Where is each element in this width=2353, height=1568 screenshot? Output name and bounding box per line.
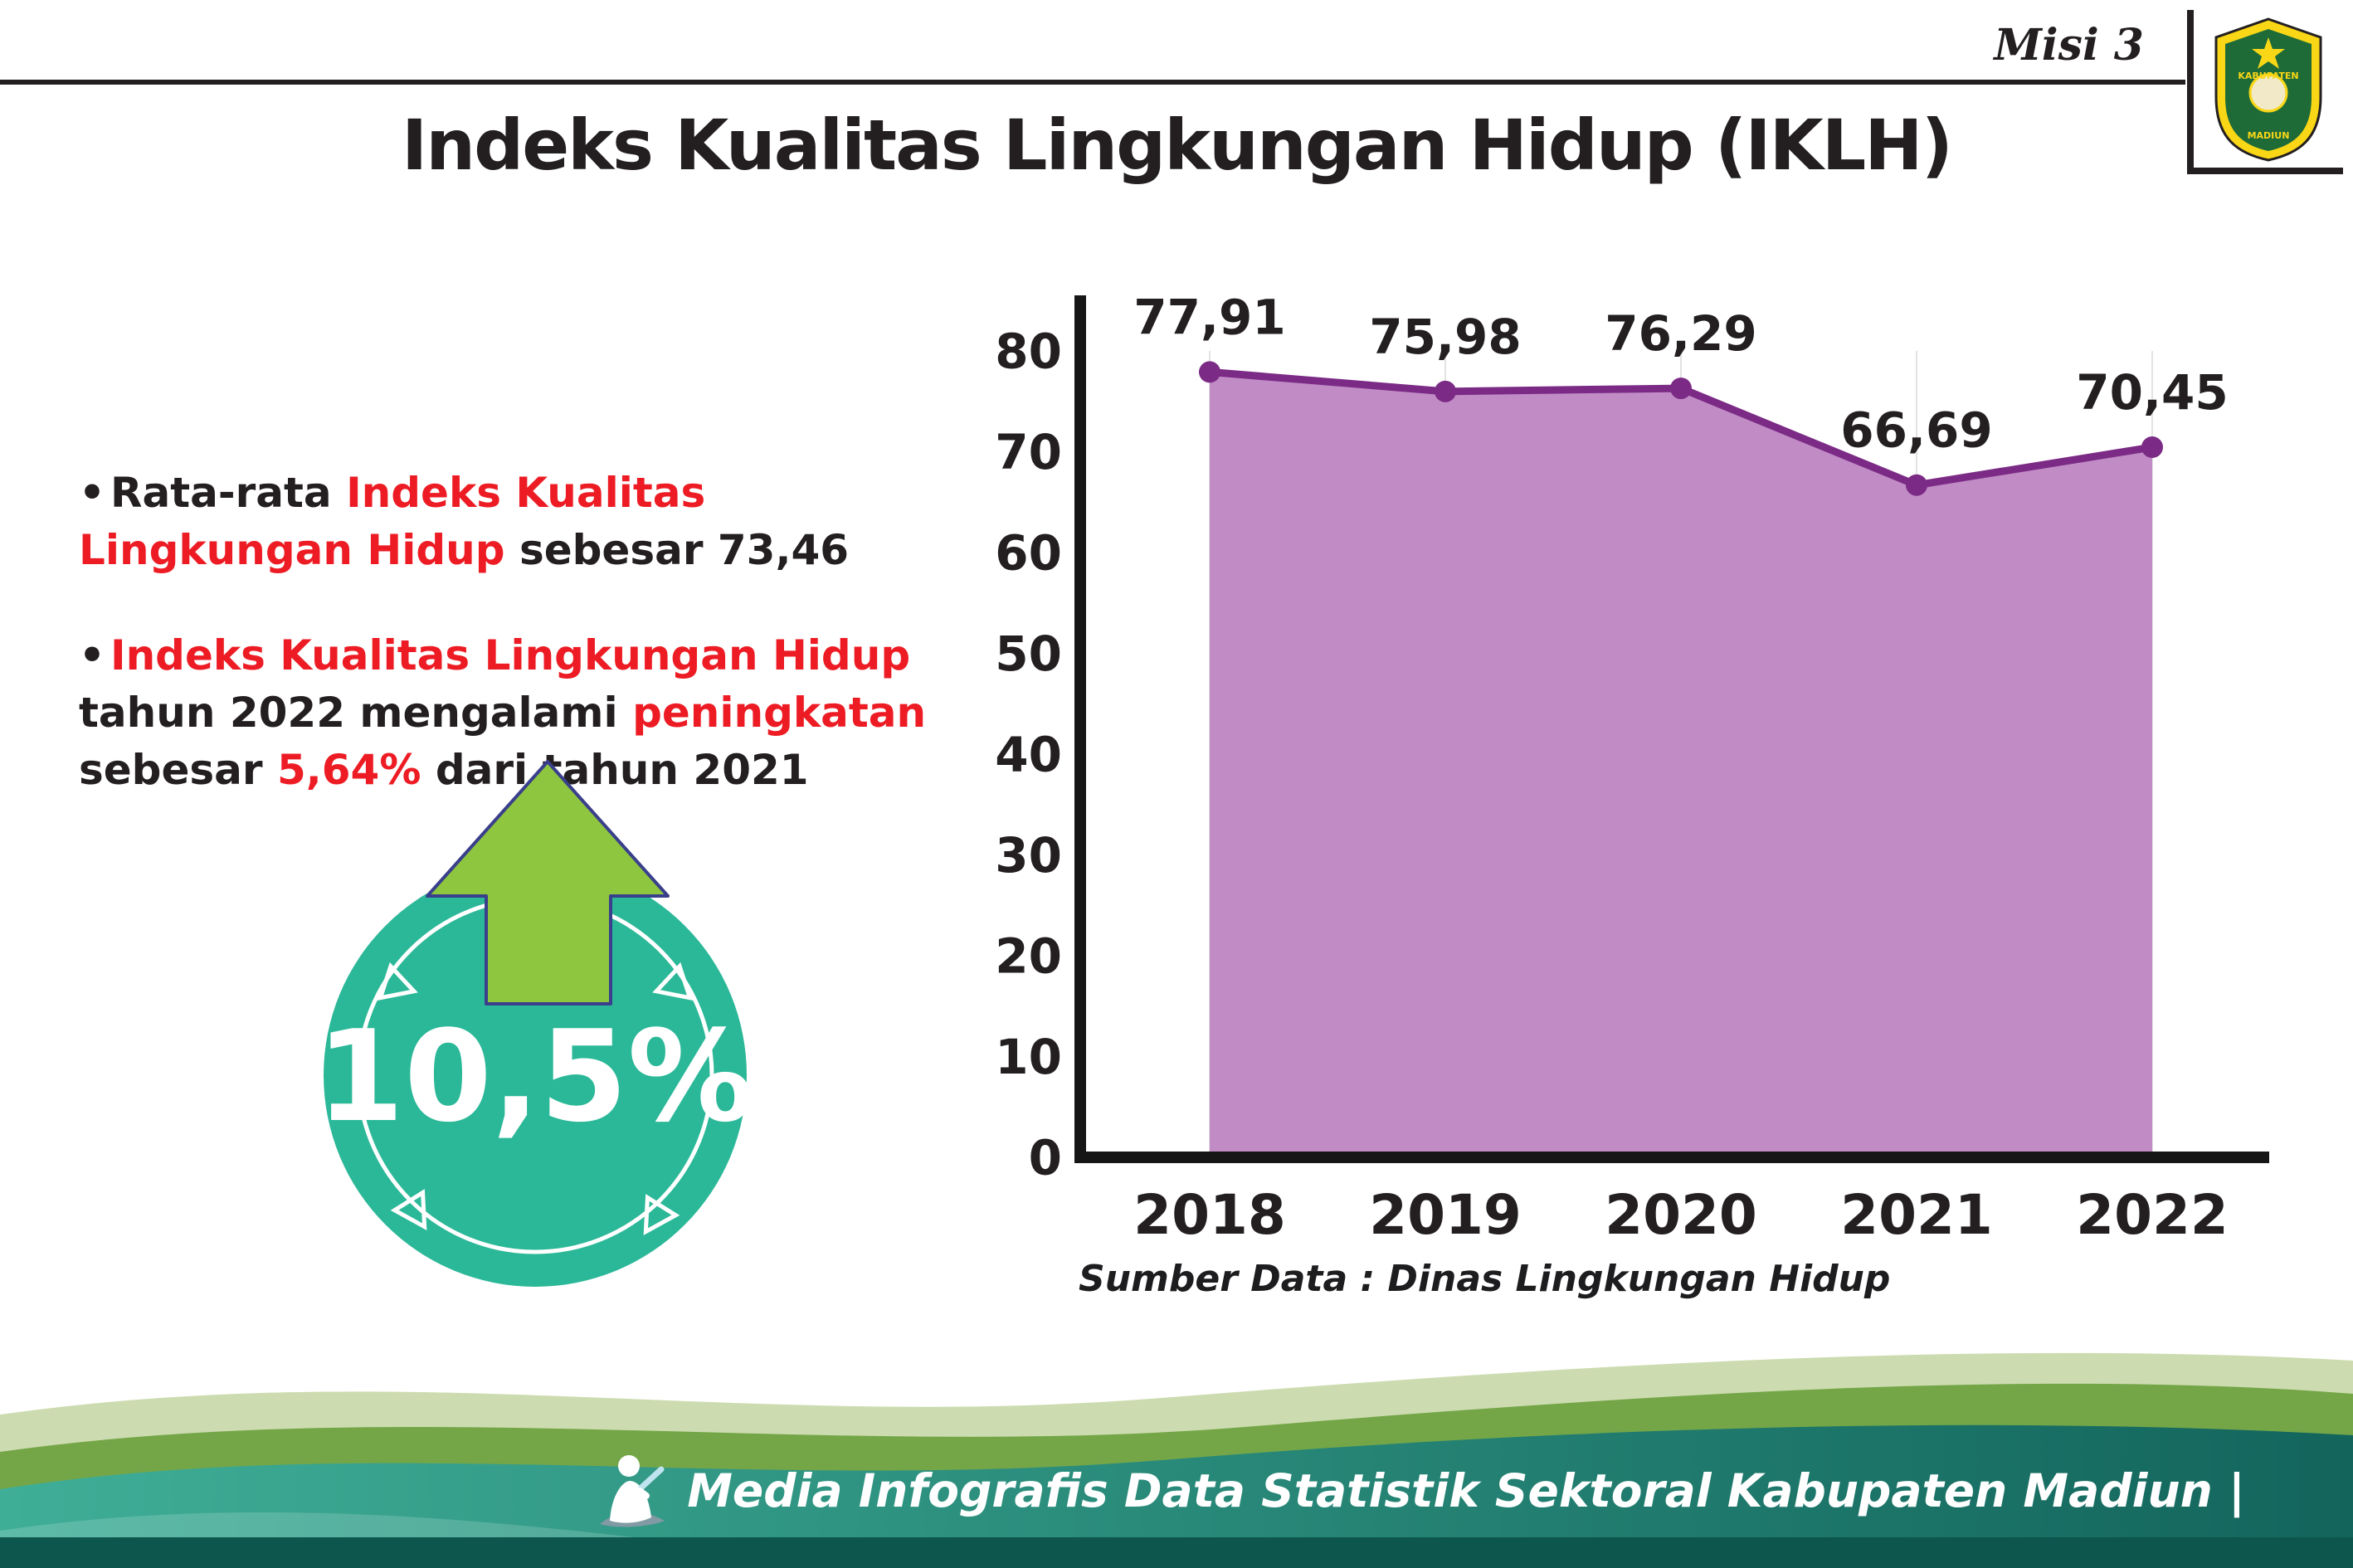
y-tick-label: 20 [995,928,1062,984]
writer-icon [600,1455,665,1527]
kabupaten-madiun-logo: KABUPATEN MADIUN [2187,10,2343,174]
crest-text-bottom: MADIUN [2248,130,2290,141]
data-point [1199,361,1220,383]
x-tick-label: 2022 [2076,1183,2229,1247]
y-tick-label: 40 [995,726,1062,782]
increase-badge: 10,5% [299,737,780,1409]
crest-emblem [2248,73,2288,113]
y-tick-label: 50 [995,626,1062,682]
x-tick-label: 2018 [1133,1183,1286,1247]
iklh-chart-wrap: 77,91 75,98 76,29 66,69 70,45 0 10 20 30 40 50 60 70… [954,289,2282,1283]
value-label: 77,91 [1133,292,1285,345]
value-label: 66,69 [1840,402,1992,459]
bullet-segment: dari tahun 2021 [421,746,809,794]
y-tick-label: 0 [1029,1129,1062,1186]
y-tick-label: 80 [995,323,1062,379]
value-label: 75,98 [1369,309,1521,365]
bullet-segment: Indeks Kualitas Lingkungan Hidup [79,469,706,574]
up-arrow-icon [426,760,670,1006]
bullet-segment: Rata-rata [110,469,347,517]
y-tick-label: 10 [995,1029,1062,1085]
y-tick-label: 30 [995,827,1062,884]
crest-star [2252,37,2285,69]
footer-waves [0,1352,2353,1568]
footer-bar: Media Infografis Data Statistik Sektoral… [592,1451,2245,1530]
badge-triangle-bottom-left [390,1189,427,1231]
header-divider [0,80,2185,85]
data-point [2141,436,2163,459]
data-point [1906,474,1927,496]
kabupaten-madiun-crest-icon: KABUPATEN MADIUN [2214,17,2322,162]
bullet-segment: sebesar [79,746,277,794]
bullet-segment: 5,64% [276,746,421,794]
badge-triangle-right [652,962,694,1001]
misi-label: Misi 3 [1994,20,2144,71]
data-point [1670,377,1692,400]
bullet-segment: peningkatan [632,689,927,737]
wave-teal [0,1424,2353,1568]
bullet-segment: sebesar 73,46 [504,526,850,574]
footer-strip [0,1537,2353,1568]
x-tick-label: 2020 [1605,1183,1757,1247]
crest-text-top: KABUPATEN [2238,71,2298,81]
badge-circle [324,864,747,1287]
bullet-segment: Indeks Kualitas Lingkungan Hidup [110,631,911,679]
footer-text: Media Infografis Data Statistik Sektoral… [687,1463,2245,1517]
badge-triangle-bottom-right [643,1194,680,1236]
iklh-chart: 77,91 75,98 76,29 66,69 70,45 0 10 20 30 40 50 60 70… [995,289,2269,1247]
x-tick-label: 2021 [1840,1183,1993,1247]
badge-value: 10,5% [316,1003,753,1150]
bullet-marker: • [79,469,105,517]
source-note: Sumber Data : Dinas Lingkungan Hidup [1079,1258,1891,1300]
bullet-marker: • [79,631,105,679]
y-tick-label: 70 [995,424,1062,480]
bullet-item: • Indeks Kualitas Lingkungan Hidup tahun … [79,627,967,799]
chart-area [1210,372,2152,1157]
badge-triangle-left [377,962,418,1001]
data-point [1435,380,1456,402]
bullet-segment: tahun 2022 mengalami [79,689,633,737]
page-title: Indeks Kualitas Lingkungan Hidup (IKLH) [402,105,1953,186]
value-label: 76,29 [1605,305,1756,362]
bullet-item: • Rata-rata Indeks Kualitas Lingkungan Hi… [79,465,967,579]
x-tick-label: 2019 [1369,1183,1522,1247]
value-label: 70,45 [2076,364,2228,421]
y-tick-label: 60 [995,524,1062,581]
bullets: • Rata-rata Indeks Kualitas Lingkungan Hi… [79,465,967,847]
